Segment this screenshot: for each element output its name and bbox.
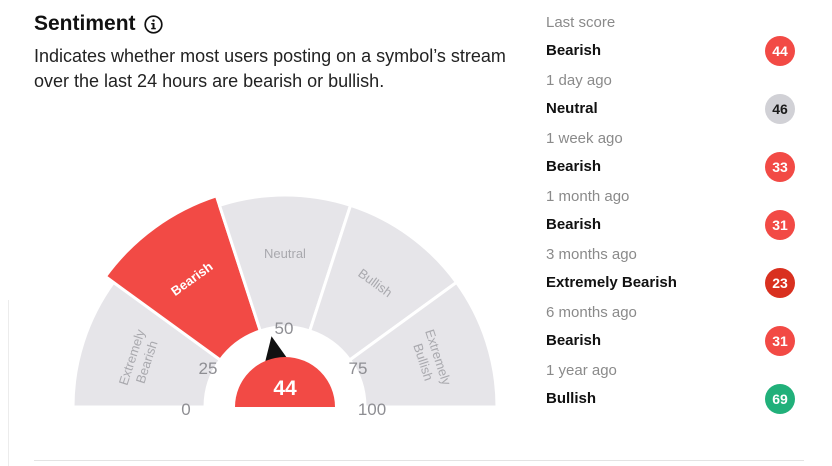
history-sentiment: Bearish xyxy=(546,42,602,59)
score-badge: 44 xyxy=(765,36,795,66)
history-timeframe: 1 week ago xyxy=(546,130,623,147)
gauge-segment-label: Neutral xyxy=(264,246,306,261)
history-sentiment: Bearish xyxy=(546,158,602,175)
gauge-tick-label: 75 xyxy=(349,359,368,378)
gauge-tick-label: 100 xyxy=(358,400,386,419)
gauge-tick-label: 0 xyxy=(181,400,190,419)
history-timeframe: Last score xyxy=(546,14,616,31)
history-timeframe: 1 day ago xyxy=(546,72,612,89)
sentiment-history: Last score Bearish 44 1 day ago Neutral 46 1 w… xyxy=(546,0,806,466)
score-badge: 33 xyxy=(765,152,795,182)
sentiment-gauge: ExtremelyBearishBearishNeutralBullishExt… xyxy=(71,195,499,419)
history-timeframe: 1 year ago xyxy=(546,362,617,379)
gauge-tick-label: 50 xyxy=(275,319,294,338)
gauge-segment-bearish xyxy=(103,195,262,362)
divider xyxy=(8,300,9,466)
history-sentiment: Neutral xyxy=(546,100,598,117)
history-sentiment: Bearish xyxy=(546,332,602,349)
description: Indicates whether most users posting on … xyxy=(34,46,506,91)
score-badge: 31 xyxy=(765,326,795,356)
divider xyxy=(34,460,804,461)
gauge-segment-extremely-bullish xyxy=(348,280,499,409)
header: Sentiment xyxy=(34,12,163,36)
history-timeframe: 1 month ago xyxy=(546,188,630,205)
page-title: Sentiment xyxy=(34,12,136,35)
history-sentiment: Bearish xyxy=(546,216,602,233)
gauge-value: 44 xyxy=(273,377,297,400)
score-badge: 23 xyxy=(765,268,795,298)
history-sentiment: Bullish xyxy=(546,390,597,407)
score-badge: 31 xyxy=(765,210,795,240)
history-sentiment: Extremely Bearish xyxy=(546,274,677,291)
gauge-value-badge xyxy=(235,357,335,407)
gauge-tick-label: 25 xyxy=(199,359,218,378)
history-timeframe: 6 months ago xyxy=(546,304,637,321)
info-icon[interactable] xyxy=(143,14,163,34)
history-timeframe: 3 months ago xyxy=(546,246,637,263)
score-badge: 46 xyxy=(765,94,795,124)
score-badge: 69 xyxy=(765,384,795,414)
